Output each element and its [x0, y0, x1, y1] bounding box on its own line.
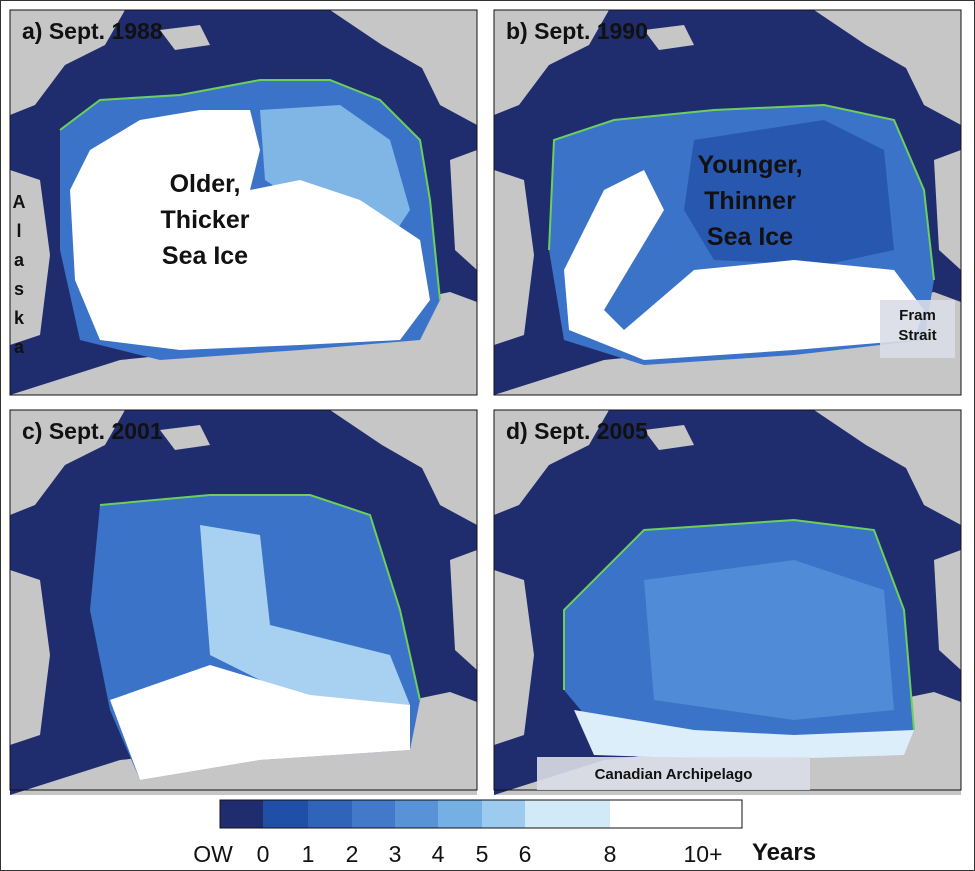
colorbar-label: OW	[193, 841, 233, 867]
colorbar-label: 4	[432, 841, 445, 867]
colorbar-label: 0	[257, 841, 270, 867]
annotation: Thicker	[161, 206, 250, 234]
label-box	[537, 757, 810, 790]
colorbar-label: 8	[604, 841, 617, 867]
colorbar-unit: Years	[752, 839, 816, 866]
side-label: Alaska	[12, 192, 26, 357]
colorbar-label: 10+	[683, 841, 722, 867]
label-box	[880, 300, 955, 358]
colorbar-label: 5	[476, 841, 489, 867]
colorbar-segment	[438, 800, 482, 828]
panel: c) Sept. 2001	[9, 409, 478, 795]
panel-label: b) Sept. 1990	[506, 18, 648, 44]
colorbar-segment	[352, 800, 395, 828]
annotation: Thinner	[704, 187, 796, 215]
colorbar: OW 0 1 2 3 4 5 6 8 10+ Years	[193, 799, 816, 867]
panel-label: d) Sept. 2005	[506, 418, 648, 444]
annotation: Sea Ice	[707, 223, 793, 251]
annotation: Older,	[170, 170, 241, 198]
annotation: Sea Ice	[162, 242, 248, 270]
colorbar-border	[219, 799, 743, 829]
panel-label: c) Sept. 2001	[22, 418, 163, 444]
colorbar-segment	[482, 800, 525, 828]
colorbar-label: 2	[346, 841, 359, 867]
colorbar-segment	[220, 800, 263, 828]
colorbar-label: 6	[519, 841, 532, 867]
annotation: Younger,	[697, 151, 802, 179]
colorbar-segment	[308, 800, 352, 828]
colorbar-segment	[395, 800, 438, 828]
panel-label: a) Sept. 1988	[22, 18, 163, 44]
box-label: Fram	[899, 307, 936, 324]
box-label: Canadian Archipelago	[595, 766, 753, 783]
panel: d) Sept. 2005 Canadian Archipelago	[493, 409, 962, 795]
panel: b) Sept. 1990 Younger, Thinner Sea Ice Fram S…	[493, 9, 962, 396]
colorbar-label: 1	[302, 841, 315, 867]
colorbar-segment	[263, 800, 308, 828]
panel: a) Sept. 1988 Older, Thicker Sea Ice	[9, 9, 478, 396]
box-label: Strait	[898, 327, 936, 344]
colorbar-segment	[525, 800, 610, 828]
colorbar-segment	[610, 800, 742, 828]
colorbar-label: 3	[389, 841, 402, 867]
